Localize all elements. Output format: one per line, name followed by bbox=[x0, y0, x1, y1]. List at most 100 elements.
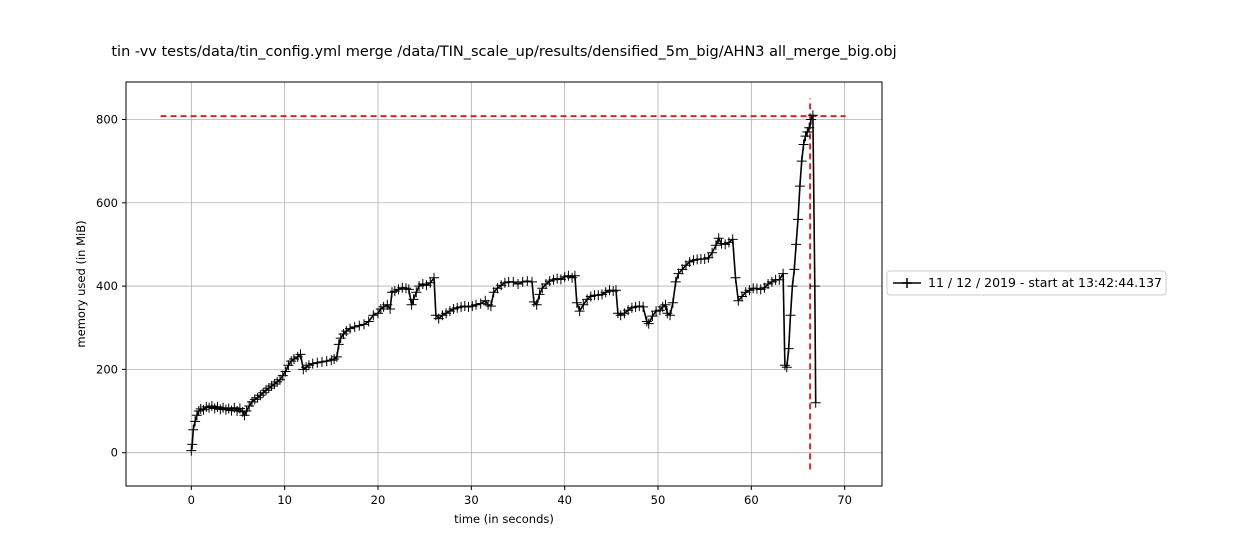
reference-lines bbox=[160, 98, 846, 470]
data-point bbox=[223, 403, 234, 414]
data-point bbox=[272, 376, 283, 387]
data-point bbox=[403, 284, 414, 295]
x-tick-label: 20 bbox=[371, 493, 386, 507]
data-point bbox=[793, 214, 803, 225]
data-point bbox=[787, 281, 798, 292]
data-point bbox=[730, 272, 741, 283]
data-point bbox=[796, 156, 807, 167]
data-point bbox=[567, 272, 578, 283]
grid bbox=[126, 82, 882, 486]
data-point bbox=[534, 289, 545, 300]
data-point bbox=[578, 299, 589, 310]
data-point bbox=[212, 401, 223, 412]
data-point bbox=[241, 406, 252, 416]
x-tick-label: 40 bbox=[557, 493, 572, 507]
data-point bbox=[531, 299, 542, 310]
data-point bbox=[571, 297, 582, 308]
data-point bbox=[333, 339, 344, 350]
data-point bbox=[665, 310, 676, 321]
data-point bbox=[810, 397, 821, 408]
data-point bbox=[186, 445, 197, 456]
data-point bbox=[791, 239, 802, 250]
data-point bbox=[483, 299, 494, 310]
data-point bbox=[779, 360, 790, 371]
data-point bbox=[312, 357, 323, 368]
data-point bbox=[401, 283, 411, 294]
data-point bbox=[193, 406, 204, 416]
data-point bbox=[794, 181, 805, 192]
data-point bbox=[638, 301, 649, 312]
y-tick-label: 200 bbox=[96, 362, 118, 376]
data-point bbox=[191, 410, 202, 421]
data-point bbox=[804, 122, 815, 133]
data-point bbox=[329, 354, 340, 364]
data-point bbox=[667, 297, 678, 308]
legend-box bbox=[886, 270, 1167, 296]
data-point bbox=[809, 281, 820, 292]
y-tick-label: 0 bbox=[111, 446, 118, 460]
data-point bbox=[375, 304, 386, 314]
data-point bbox=[244, 401, 255, 411]
data-point bbox=[292, 351, 303, 362]
data-point bbox=[382, 299, 393, 310]
data-point bbox=[345, 323, 355, 334]
y-axis: 0 200 400 600 800 bbox=[96, 112, 126, 460]
data-point bbox=[269, 379, 280, 389]
data-point bbox=[349, 321, 360, 332]
data-point bbox=[261, 385, 271, 396]
data-point bbox=[239, 410, 250, 421]
data-point bbox=[802, 127, 813, 137]
data-point bbox=[266, 381, 277, 391]
data-point bbox=[406, 299, 417, 310]
data-point bbox=[317, 356, 327, 367]
data-point bbox=[670, 276, 681, 287]
data-point bbox=[204, 402, 215, 413]
data-point bbox=[713, 233, 724, 244]
data-point bbox=[263, 383, 274, 394]
chart-title: tin -vv tests/data/tin_config.yml merge … bbox=[111, 44, 896, 60]
data-point bbox=[368, 310, 379, 321]
y-tick-label: 800 bbox=[96, 112, 118, 126]
x-tick-label: 70 bbox=[837, 493, 852, 507]
data-point bbox=[798, 139, 809, 150]
data-point bbox=[429, 272, 439, 283]
data-point bbox=[195, 403, 206, 414]
data-point bbox=[187, 439, 198, 450]
data-point bbox=[608, 286, 619, 297]
data-point bbox=[806, 114, 817, 125]
legend: 11 / 12 / 2019 - start at 13:42:44.137 bbox=[886, 270, 1167, 296]
data-point bbox=[249, 394, 260, 405]
series-layer bbox=[186, 110, 821, 456]
data-point bbox=[280, 366, 291, 377]
y-tick-label: 400 bbox=[96, 279, 118, 293]
data-point bbox=[258, 387, 269, 398]
data-point bbox=[569, 270, 580, 281]
data-point bbox=[517, 276, 528, 287]
data-point bbox=[411, 287, 422, 298]
data-point bbox=[354, 320, 365, 331]
data-point bbox=[335, 333, 346, 344]
data-point bbox=[727, 234, 738, 245]
data-point bbox=[298, 364, 309, 375]
data-point bbox=[527, 276, 537, 287]
data-point bbox=[707, 247, 718, 258]
data-point bbox=[778, 268, 789, 279]
data-point bbox=[331, 351, 342, 362]
data-point bbox=[387, 287, 397, 298]
x-axis: 0 10 20 30 40 50 60 70 bbox=[188, 486, 852, 507]
data-point bbox=[201, 401, 212, 412]
data-point bbox=[807, 110, 818, 121]
data-point bbox=[255, 390, 266, 401]
data-point bbox=[662, 308, 673, 319]
data-point bbox=[781, 362, 792, 373]
data-point bbox=[190, 416, 201, 427]
data-point bbox=[301, 362, 312, 373]
data-point bbox=[641, 316, 652, 327]
data-point bbox=[611, 285, 621, 296]
data-point bbox=[508, 276, 519, 287]
data-point bbox=[657, 301, 668, 312]
data-point bbox=[307, 358, 318, 369]
data-point bbox=[789, 264, 800, 275]
data-point bbox=[785, 310, 796, 321]
